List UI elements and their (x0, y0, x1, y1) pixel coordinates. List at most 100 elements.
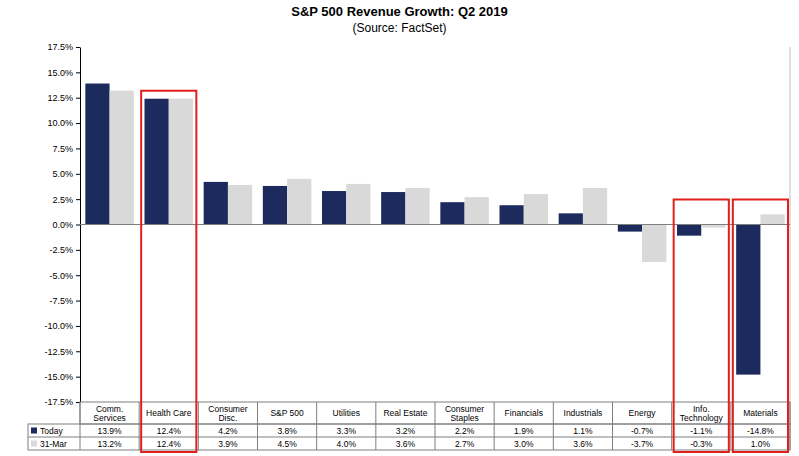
y-tick-label: 10.0% (47, 118, 73, 128)
table-value: 3.0% (514, 439, 534, 449)
table-value: 1.9% (514, 426, 534, 436)
table-value: 4.5% (277, 439, 297, 449)
bar (677, 225, 701, 236)
table-row-line (28, 437, 790, 438)
table-col-line (553, 402, 554, 450)
y-tick-label: 15.0% (47, 68, 73, 78)
table-value: 12.4% (157, 439, 182, 449)
table-value: 2.2% (455, 426, 475, 436)
bar (736, 225, 760, 375)
y-tick: -17.5% (44, 397, 80, 407)
y-tick-label: -17.5% (44, 397, 73, 407)
y-tick-mark (76, 47, 80, 48)
table-value: -14.8% (747, 426, 774, 436)
y-tick: 5.0% (52, 169, 80, 179)
table-value: 3.6% (396, 439, 416, 449)
y-tick-label: 17.5% (47, 42, 73, 52)
table-value: -1.1% (690, 426, 713, 436)
x-tick-label: Industrials (564, 408, 603, 418)
y-tick: -7.5% (49, 296, 80, 306)
table-col-line (435, 402, 436, 450)
x-tick-label: ConsumerDisc. (208, 404, 247, 423)
title: S&P 500 Revenue Growth: Q2 2019 (291, 4, 508, 19)
y-tick: -12.5% (44, 347, 80, 357)
highlight-box (674, 200, 729, 453)
highlight-box (733, 200, 788, 453)
table-col-line (80, 402, 81, 450)
table-col-line (316, 402, 317, 450)
y-tick-mark (76, 98, 80, 99)
bar (85, 84, 109, 225)
y-tick: 2.5% (52, 195, 80, 205)
y-tick: -5.0% (49, 271, 80, 281)
y-tick-label: 7.5% (52, 144, 73, 154)
legend-label: Today (40, 426, 63, 436)
bar (322, 191, 346, 224)
bar (465, 197, 489, 224)
table-value: 13.9% (98, 426, 123, 436)
table-value: 3.8% (277, 426, 297, 436)
x-tick-label: Real Estate (383, 408, 427, 418)
table-body (28, 424, 790, 450)
y-tick-mark (76, 250, 80, 251)
bar (760, 214, 784, 224)
table-value: 12.4% (157, 426, 182, 436)
y-tick-label: 2.5% (52, 195, 73, 205)
y-tick-label: -15.0% (44, 372, 73, 382)
y-tick: 0.0% (52, 220, 80, 230)
bar (559, 213, 583, 224)
bar (204, 182, 228, 225)
bar (381, 192, 405, 224)
y-tick: 7.5% (52, 144, 80, 154)
legend-swatch (31, 441, 37, 447)
bar (169, 99, 193, 225)
y-tick-label: -5.0% (49, 271, 73, 281)
y-tick-label: -2.5% (49, 245, 73, 255)
y-tick-mark (76, 275, 80, 276)
bar (263, 186, 287, 225)
y-tick-mark (76, 199, 80, 200)
bar (642, 225, 666, 263)
legend-label: 31-Mar (40, 439, 67, 449)
zero-line (80, 224, 790, 225)
y-tick-label: -7.5% (49, 296, 73, 306)
bar (228, 185, 252, 225)
table-col-line (139, 402, 140, 450)
x-tick-label: Materials (743, 408, 777, 418)
table-col-line (671, 402, 672, 450)
x-tick-label: Health Care (146, 408, 192, 418)
y-tick-mark (76, 225, 80, 226)
table-value: 3.9% (218, 439, 238, 449)
y-tick-mark (76, 351, 80, 352)
highlight-box (141, 91, 196, 452)
table-col-line (198, 402, 199, 450)
table-value: 13.2% (98, 439, 123, 449)
bar (287, 179, 311, 225)
bar (583, 188, 607, 225)
table-value: 1.1% (573, 426, 593, 436)
y-tick: -10.0% (44, 321, 80, 331)
bars (85, 84, 784, 375)
y-tick-mark (76, 301, 80, 302)
legend-swatch (31, 428, 37, 434)
table-value: 4.0% (337, 439, 357, 449)
table-value: -0.3% (690, 439, 713, 449)
y-tick: 10.0% (47, 118, 80, 128)
y-tick: -15.0% (44, 372, 80, 382)
table-value: 1.0% (751, 439, 771, 449)
table-col-line (790, 402, 791, 450)
y-axis: -17.5% -15.0% -12.5% -10.0% -7.5% -5.0% -2.5% 0… (44, 42, 80, 407)
y-tick-mark (76, 174, 80, 175)
y-tick: 12.5% (47, 93, 80, 103)
table-value: -0.7% (631, 426, 654, 436)
table-value: 4.2% (218, 426, 238, 436)
bar (500, 205, 524, 224)
x-tick-label: ConsumerStaples (445, 404, 484, 423)
bar (145, 99, 169, 225)
subtitle: (Source: FactSet) (352, 21, 446, 35)
table-value: 3.3% (337, 426, 357, 436)
table-value: 2.7% (455, 439, 475, 449)
y-tick-mark (76, 72, 80, 73)
y-tick-mark (76, 123, 80, 124)
table-col-line (375, 402, 376, 450)
